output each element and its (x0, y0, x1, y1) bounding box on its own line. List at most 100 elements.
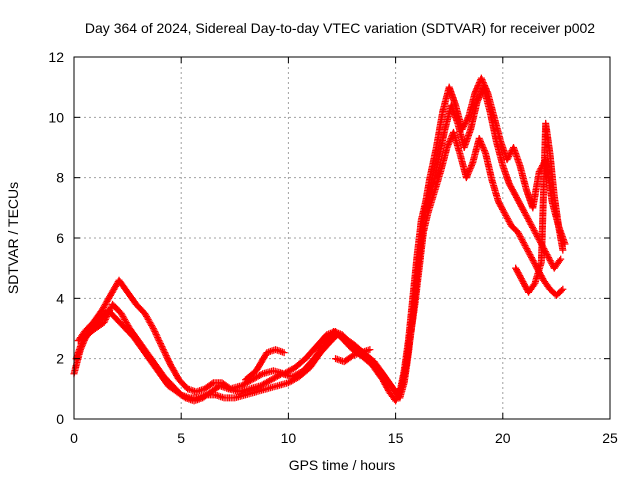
chart-title: Day 364 of 2024, Sidereal Day-to-day VTE… (85, 20, 595, 36)
data-point (559, 246, 567, 254)
data-point-run (123, 326, 137, 340)
data-point (518, 276, 526, 284)
data-point-run (99, 293, 114, 313)
data-point-run (459, 115, 472, 132)
data-point-run (140, 347, 154, 364)
x-tick-label: 15 (388, 430, 404, 446)
data-point-run (166, 383, 179, 395)
x-tick-label: 25 (602, 430, 618, 446)
x-tick-label: 0 (70, 430, 78, 446)
y-tick-label: 6 (56, 230, 64, 246)
data-point-run (515, 230, 527, 246)
data-point (458, 125, 466, 133)
data-point (557, 255, 565, 263)
data-point-run (159, 344, 174, 367)
data-point (520, 240, 528, 248)
data-point (379, 376, 387, 384)
data-point (501, 210, 509, 218)
data-point (471, 89, 479, 97)
data-point-run (82, 320, 96, 334)
data-point-run (200, 389, 214, 401)
data-point-run (465, 91, 478, 120)
data-point-run (90, 308, 105, 325)
data-point (392, 397, 400, 405)
data-point-run (467, 100, 481, 132)
data-point-run (446, 85, 459, 108)
y-tick-label: 12 (48, 49, 64, 65)
data-point-run (202, 380, 216, 392)
data-point-run (491, 115, 504, 144)
data-point-run (513, 266, 525, 283)
data-point-run (526, 281, 538, 295)
data-point (512, 264, 520, 272)
data-point-run (396, 368, 408, 394)
data-point-run (157, 371, 171, 388)
data-point-run (142, 311, 156, 331)
data-point (525, 216, 533, 224)
data-point-run (88, 317, 103, 334)
data-point-run (253, 350, 270, 373)
data-point-run (528, 254, 540, 271)
data-point-run (110, 302, 124, 316)
y-tick-label: 8 (56, 170, 64, 186)
axis-ticks: 0 5 10 15 20 25 0 2 4 6 8 10 12 (48, 49, 618, 446)
data-point-run (369, 362, 386, 382)
data-point-run (80, 329, 94, 343)
data-point-run (73, 338, 86, 361)
data-point-run (532, 260, 545, 286)
data-point-run (359, 353, 375, 368)
data-point-run (250, 371, 265, 383)
data-point-run (258, 377, 274, 389)
data-point-run (106, 308, 120, 322)
data-point-run (433, 109, 446, 150)
y-tick-label: 0 (56, 411, 64, 427)
data-point-run (301, 356, 317, 373)
data-point (280, 349, 288, 357)
data-point-run (418, 199, 429, 222)
data-point-run (341, 338, 355, 352)
data-point-run (499, 163, 513, 186)
data-point-run (428, 157, 442, 192)
data-point-run (282, 365, 297, 377)
data-point-run (409, 254, 421, 301)
data-point-run (435, 127, 449, 162)
data-point-run (437, 145, 451, 174)
data-point-run (495, 199, 508, 216)
data-point (475, 134, 483, 142)
data-point-run (313, 332, 330, 349)
data-point-run (484, 91, 498, 120)
data-point-run (116, 278, 131, 295)
data-point-run (463, 160, 476, 180)
data-point-run (489, 178, 502, 204)
data-point (366, 346, 374, 354)
data-point (531, 228, 539, 236)
data-point (505, 180, 513, 188)
series-track-2 (72, 83, 565, 405)
data-point-run (380, 377, 392, 394)
x-tick-label: 5 (177, 430, 185, 446)
data-point (512, 192, 520, 200)
data-point-run (478, 76, 491, 96)
data-point-run (303, 344, 319, 361)
data-point-run (333, 329, 347, 343)
y-tick-label: 2 (56, 351, 64, 367)
data-point-run (148, 359, 163, 376)
data-point-run (554, 287, 565, 298)
data-point-run (493, 139, 506, 168)
data-point-run (342, 353, 355, 365)
data-point-run (519, 205, 532, 222)
x-axis-label: GPS time / hours (289, 457, 396, 473)
x-tick-label: 20 (495, 430, 511, 446)
data-point-run (176, 377, 190, 391)
data-point-run (551, 257, 564, 271)
data-point-run (516, 163, 530, 192)
y-axis-label: SDTVAR / TECUs (5, 182, 21, 294)
x-tick-label: 10 (281, 430, 297, 446)
y-tick-label: 10 (48, 109, 64, 125)
data-points (70, 74, 569, 405)
data-point-run (450, 130, 463, 156)
data-point (495, 198, 503, 206)
data-point-run (392, 389, 403, 403)
data-point-run (405, 296, 417, 343)
data-point-run (506, 181, 519, 198)
